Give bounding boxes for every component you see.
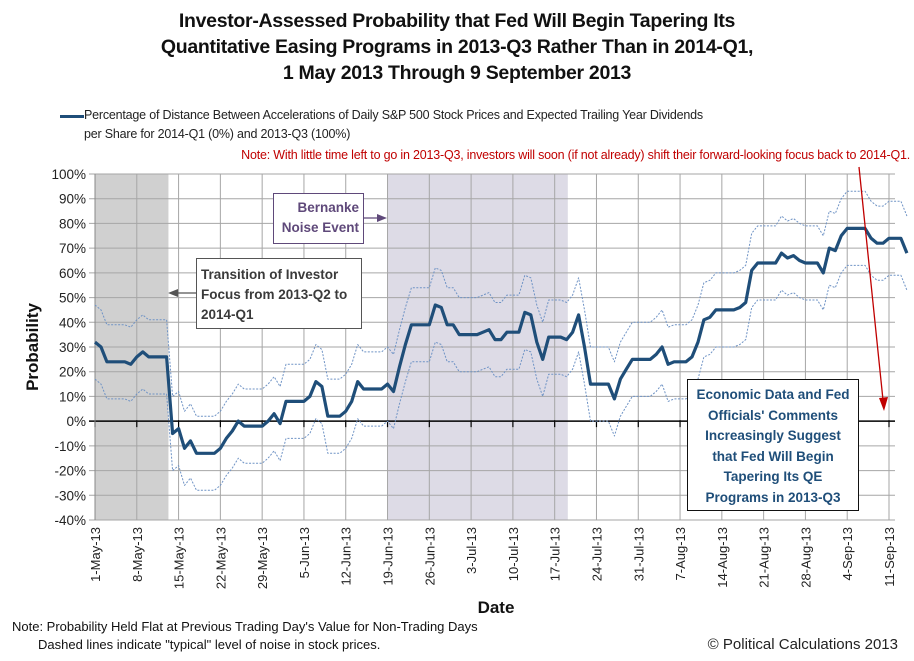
x-tick-label: 8-May-13 xyxy=(130,527,145,582)
series-lower-band-line xyxy=(94,264,908,491)
red-arrow xyxy=(858,166,884,401)
y-tick-label: 100% xyxy=(51,167,86,182)
annotation-transition-line-2: Focus from 2013-Q2 to xyxy=(201,287,348,302)
x-tick-label: 26-Jun-13 xyxy=(422,527,437,586)
y-axis-title: Probability xyxy=(23,303,42,391)
y-tick-label: 10% xyxy=(59,389,86,404)
annotation-bernanke: Bernanke Noise Event xyxy=(273,193,364,244)
series-lines xyxy=(93,190,909,491)
annotation-bernanke-line-2: Noise Event xyxy=(281,220,359,235)
annotation-economic-line-5: Tapering Its QE xyxy=(723,469,823,484)
y-tick-label: 90% xyxy=(59,192,86,207)
annotation-economic: Economic Data and Fed Officials' Comment… xyxy=(687,379,859,511)
x-tick-label: 28-Aug-13 xyxy=(798,527,813,588)
annotation-transition: Transition of Investor Focus from 2013-Q… xyxy=(196,258,362,329)
chart-title-line-1: Investor-Assessed Probability that Fed W… xyxy=(178,10,736,32)
y-tick-label: -10% xyxy=(54,439,86,454)
y-tick-label: 50% xyxy=(59,291,86,306)
y-tick-label: 70% xyxy=(59,241,86,256)
y-tick-label: -20% xyxy=(54,464,86,479)
y-tick-label: 80% xyxy=(59,216,86,231)
x-axis-title: Date xyxy=(478,598,515,617)
y-tick-label: -30% xyxy=(54,488,86,503)
annotation-economic-line-6: Programs in 2013-Q3 xyxy=(705,489,841,505)
x-tick-label: 31-Jul-13 xyxy=(631,527,646,581)
annotation-bernanke-line-1: Bernanke xyxy=(297,200,359,215)
footer-note: Note: Probability Held Flat at Previous … xyxy=(12,618,478,654)
x-tick-label: 4-Sep-13 xyxy=(840,527,855,580)
y-tick-label: 20% xyxy=(59,365,86,380)
annotation-economic-line-3: Increasingly Suggest xyxy=(705,428,841,443)
x-tick-label: 15-May-13 xyxy=(172,527,187,589)
x-tick-label: 29-May-13 xyxy=(255,527,270,589)
annotation-economic-line-4: that Fed Will Begin xyxy=(712,448,834,464)
x-tick-label: 24-Jul-13 xyxy=(589,527,604,581)
bernanke-arrowhead xyxy=(377,214,387,222)
copyright: © Political Calculations 2013 xyxy=(707,636,898,653)
y-tick-label: 40% xyxy=(59,315,86,330)
chart-title-line-2: Quantitative Easing Programs in 2013-Q3 … xyxy=(160,36,754,58)
x-tick-label: 10-Jul-13 xyxy=(506,527,521,581)
x-tick-label: 5-Jun-13 xyxy=(297,527,312,578)
footer-note-line-2: Dashed lines indicate "typical" level of… xyxy=(38,637,381,652)
x-tick-label: 1-May-13 xyxy=(88,527,103,582)
legend-entry-line-2: per Share for 2014-Q1 (0%) and 2013-Q3 (… xyxy=(84,127,351,141)
y-axis-ticks: 100% 90% 80% 70% 60% 50% 40% 30% 20% 10% 0% -10% -20… xyxy=(51,167,86,528)
x-tick-label: 14-Aug-13 xyxy=(715,527,730,588)
red-arrowhead xyxy=(879,397,888,411)
y-tick-label: 60% xyxy=(59,266,86,281)
annotation-economic-line-1: Economic Data and Fed xyxy=(696,387,850,402)
transition-arrowhead xyxy=(168,289,178,297)
x-tick-label: 21-Aug-13 xyxy=(757,527,772,588)
x-tick-label: 3-Jul-13 xyxy=(464,527,479,574)
x-axis-ticks: 1-May-13 8-May-13 15-May-13 22-May-13 29-May… xyxy=(88,527,897,589)
annotation-transition-line-1: Transition of Investor xyxy=(201,267,339,282)
x-tick-label: 7-Aug-13 xyxy=(673,527,688,580)
x-tick-label: 17-Jul-13 xyxy=(548,527,563,581)
series-upper-band-line xyxy=(94,190,908,417)
x-tick-label: 22-May-13 xyxy=(213,527,228,589)
x-tick-label: 19-Jun-13 xyxy=(381,527,396,586)
red-note: Note: With little time left to go in 201… xyxy=(241,148,910,162)
legend-entry-line-1: Percentage of Distance Between Accelerat… xyxy=(84,108,703,122)
annotation-economic-line-2: Officials' Comments xyxy=(708,407,838,423)
chart-title-line-3: 1 May 2013 Through 9 September 2013 xyxy=(282,62,632,84)
y-tick-label: 30% xyxy=(59,340,86,355)
series-main-line xyxy=(93,226,909,455)
legend-swatch-main xyxy=(60,115,84,118)
y-tick-label: -40% xyxy=(54,513,86,528)
footer-note-line-1: Note: Probability Held Flat at Previous … xyxy=(12,619,478,634)
y-tick-label: 0% xyxy=(66,414,86,429)
annotation-transition-line-3: 2014-Q1 xyxy=(201,307,254,322)
x-tick-label: 12-Jun-13 xyxy=(339,527,354,586)
x-tick-label: 11-Sep-13 xyxy=(882,527,897,587)
chart-title: Investor-Assessed Probability that Fed W… xyxy=(0,8,914,86)
legend: Percentage of Distance Between Accelerat… xyxy=(60,106,884,144)
